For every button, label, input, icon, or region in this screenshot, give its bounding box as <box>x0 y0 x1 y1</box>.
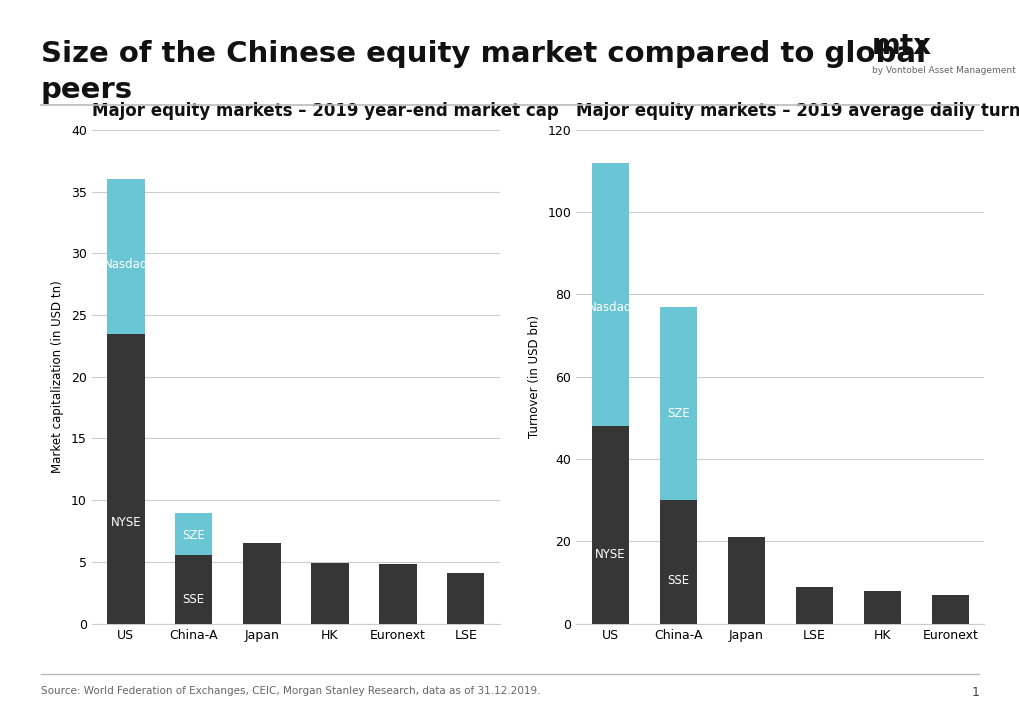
Bar <box>107 179 145 334</box>
Text: peers: peers <box>41 76 132 104</box>
Text: Source: World Federation of Exchanges, CEIC, Morgan Stanley Research, data as of: Source: World Federation of Exchanges, C… <box>41 686 540 696</box>
Text: SSE: SSE <box>666 574 689 587</box>
Bar <box>175 513 212 554</box>
Bar <box>930 595 968 624</box>
Text: Major equity markets – 2019 year-end market cap: Major equity markets – 2019 year-end mar… <box>92 102 558 120</box>
Bar <box>311 563 348 624</box>
Bar <box>107 334 145 624</box>
Text: Nasdaq: Nasdaq <box>104 257 148 270</box>
Bar <box>795 587 833 624</box>
Text: Size of the Chinese equity market compared to global: Size of the Chinese equity market compar… <box>41 40 925 68</box>
Bar <box>863 590 900 624</box>
Bar <box>727 537 764 624</box>
Text: SZE: SZE <box>666 407 689 420</box>
Text: 1: 1 <box>970 686 978 699</box>
Text: SSE: SSE <box>182 593 205 606</box>
Text: by Vontobel Asset Management: by Vontobel Asset Management <box>871 66 1015 75</box>
Bar <box>591 163 629 426</box>
Text: NYSE: NYSE <box>110 516 141 528</box>
Y-axis label: Market capitalization (in USD tn): Market capitalization (in USD tn) <box>51 280 64 473</box>
Bar <box>175 554 212 624</box>
Bar <box>591 426 629 624</box>
Bar <box>446 573 484 624</box>
Bar <box>379 565 416 624</box>
Text: NYSE: NYSE <box>594 548 625 561</box>
Bar <box>659 306 696 500</box>
Y-axis label: Turnover (in USD bn): Turnover (in USD bn) <box>527 315 540 438</box>
Bar <box>243 544 280 624</box>
Text: mtx: mtx <box>871 32 931 61</box>
Text: Major equity markets – 2019 average daily turnover: Major equity markets – 2019 average dail… <box>576 102 1019 120</box>
Text: Nasdaq: Nasdaq <box>588 301 632 314</box>
Bar <box>659 500 696 624</box>
Text: SZE: SZE <box>182 529 205 542</box>
